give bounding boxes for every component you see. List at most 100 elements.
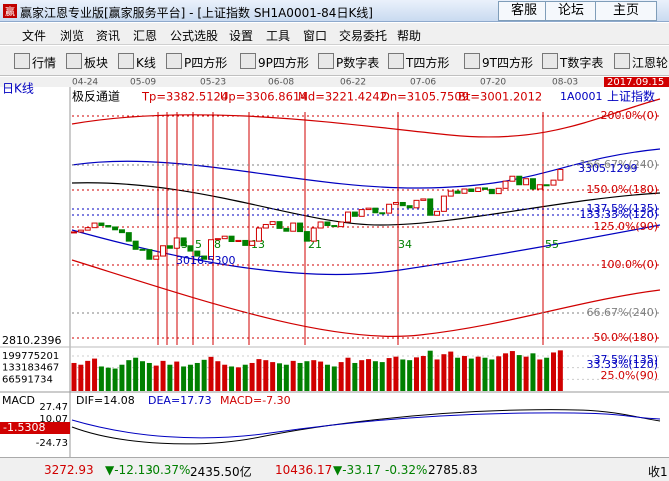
menu-item[interactable]: 交易委托 xyxy=(339,29,388,43)
toolbar-item[interactable]: 江恩轮 xyxy=(632,56,669,70)
volume-bar xyxy=(92,358,98,391)
volume-bar xyxy=(78,364,84,391)
current-date-box xyxy=(604,77,669,87)
level-label: 100.0%(0) xyxy=(600,258,658,271)
toolbar-item[interactable]: P数字表 xyxy=(336,56,380,70)
toolbar-icon[interactable] xyxy=(166,53,182,69)
level-label: 137.5%(135) xyxy=(586,202,658,215)
date-label: 06-22 xyxy=(340,78,366,88)
menu-item[interactable]: 设置 xyxy=(229,29,254,43)
toolbar-icon[interactable] xyxy=(118,53,134,69)
volume-bar xyxy=(187,364,193,391)
volume-bar xyxy=(338,362,344,391)
toolbar-item[interactable]: 板块 xyxy=(84,56,109,70)
volume-bar xyxy=(523,356,529,391)
toolbar-icon[interactable] xyxy=(14,53,30,69)
volume-bar xyxy=(489,359,495,391)
candle xyxy=(125,232,132,242)
volume-bar xyxy=(407,360,413,391)
candle xyxy=(139,248,146,251)
candle xyxy=(427,198,434,216)
candle xyxy=(194,250,201,257)
toolbar-icon[interactable] xyxy=(464,53,480,69)
macd-tick-label: -24.73 xyxy=(36,438,68,449)
volume-bar xyxy=(229,366,235,391)
menu-item[interactable]: 汇恩 xyxy=(133,29,158,43)
menu-item[interactable]: 浏览 xyxy=(60,29,85,43)
candle xyxy=(77,229,84,233)
volume-bar xyxy=(146,362,152,391)
date-label: 07-20 xyxy=(480,78,506,88)
volume-bar xyxy=(393,356,399,391)
volume-bar xyxy=(455,357,461,391)
last-label: 3305.1299 xyxy=(578,162,638,175)
toolbar-icon[interactable] xyxy=(318,53,334,69)
volume-bar xyxy=(379,362,385,391)
toolbar-item[interactable]: 9P四方形 xyxy=(258,56,309,70)
macd-lines xyxy=(71,409,661,445)
toolbar-icon[interactable] xyxy=(240,53,256,69)
time-zone-label: 8 xyxy=(214,238,221,251)
chart-area: 04-24 05-09 05-23 06-08 06-22 07-06 07-20 08-03… xyxy=(0,77,669,457)
menu-item[interactable]: 帮助 xyxy=(397,29,422,43)
candle xyxy=(91,222,98,229)
toolbar-icon[interactable] xyxy=(388,53,404,69)
level-label: 50.0%(180) xyxy=(593,331,658,344)
volume-bar xyxy=(105,367,111,391)
menu-item[interactable]: 工具 xyxy=(266,29,291,43)
level-label: 66.67%(240) xyxy=(586,306,658,319)
period-label: 日K线 xyxy=(2,82,34,96)
indicator-param: Bt=3001.2012 xyxy=(458,90,542,104)
candle xyxy=(132,240,139,250)
menu-item[interactable]: 文件 xyxy=(22,29,47,43)
toolbar-icon[interactable] xyxy=(614,53,630,69)
volume-bar xyxy=(85,360,91,391)
toolbar-item[interactable]: T数字表 xyxy=(560,56,604,70)
home-button[interactable]: 主页 xyxy=(595,1,657,21)
time-zone-label: 55 xyxy=(545,238,559,251)
candle xyxy=(488,188,495,195)
level-label: 150.0%(180) xyxy=(586,183,658,196)
toolbar-item[interactable]: T四方形 xyxy=(406,56,450,70)
status-item: -0.32% xyxy=(385,463,428,477)
forum-button[interactable]: 论坛 xyxy=(545,1,597,21)
macd-title: MACD xyxy=(2,394,35,407)
volume-bar xyxy=(98,366,104,391)
candle xyxy=(372,207,379,214)
level-label: 125.0%(90) xyxy=(593,220,658,233)
volume-bar xyxy=(448,351,454,391)
date-label: 05-09 xyxy=(130,78,156,88)
volume-bar xyxy=(181,366,187,391)
stock-name: 上证指数 xyxy=(607,89,655,104)
toolbar-icon[interactable] xyxy=(66,53,82,69)
menu-item[interactable]: 窗口 xyxy=(303,29,328,43)
candle xyxy=(283,227,290,232)
candle xyxy=(153,255,160,260)
menu-item[interactable]: 公式选股 xyxy=(170,29,219,43)
volume-bar xyxy=(461,355,467,391)
toolbar-item[interactable]: P四方形 xyxy=(184,56,228,70)
price-low-label: 2810.2396 xyxy=(2,334,62,347)
candle xyxy=(351,211,358,217)
volume-bar xyxy=(427,350,433,391)
toolbar-item[interactable]: K线 xyxy=(136,56,156,70)
date-label: 05-23 xyxy=(200,78,226,88)
volume-bar xyxy=(194,362,200,391)
volume-bar xyxy=(551,352,556,391)
volume-bar xyxy=(235,367,241,391)
cursor-value: -1.5308 xyxy=(3,421,45,434)
macd-dif: DIF=14.08 xyxy=(76,394,135,407)
volume-bar xyxy=(222,364,228,391)
candle xyxy=(310,227,317,242)
candle xyxy=(262,223,269,229)
service-button[interactable]: 客服 xyxy=(498,1,550,21)
menu-item[interactable]: 资讯 xyxy=(96,29,121,43)
toolbar-item[interactable]: 9T四方形 xyxy=(482,56,533,70)
candle xyxy=(180,237,187,247)
candle xyxy=(84,227,91,231)
volume-level-label: 37.5%(135) xyxy=(593,353,658,366)
toolbar-item[interactable]: 行情 xyxy=(32,56,57,70)
toolbar-icon[interactable] xyxy=(542,53,558,69)
candle xyxy=(317,221,324,229)
